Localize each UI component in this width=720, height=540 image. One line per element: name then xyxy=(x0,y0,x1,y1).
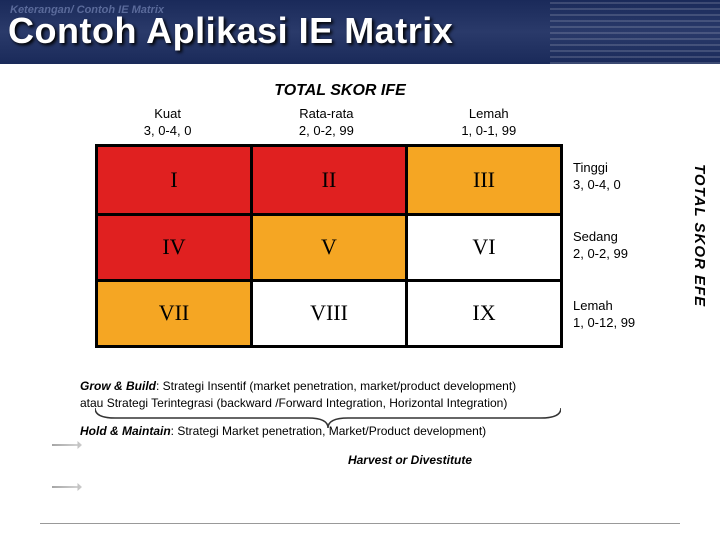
row-label-1: Sedang xyxy=(573,229,635,246)
col-label-1: Rata-rata xyxy=(299,106,354,123)
row-range-2: 1, 0-12, 99 xyxy=(573,315,635,332)
col-header-2: Lemah 1, 0-1, 99 xyxy=(461,106,516,140)
col-header-0: Kuat 3, 0-4, 0 xyxy=(144,106,192,140)
row-label-0: Tinggi xyxy=(573,160,635,177)
arrow-icon xyxy=(52,444,82,446)
matrix-cell: I xyxy=(98,147,250,213)
col-label-2: Lemah xyxy=(461,106,516,123)
strategy-harvest: Harvest or Divestitute xyxy=(140,452,680,469)
matrix-row: VIIVIIIIX xyxy=(98,279,560,345)
matrix-row: IVVVI xyxy=(98,213,560,279)
row-label-2: Lemah xyxy=(573,298,635,315)
row-range-1: 2, 0-2, 99 xyxy=(573,246,635,263)
matrix-cell: III xyxy=(405,147,560,213)
header: Keterangan/ Contoh IE Matrix Contoh Apli… xyxy=(0,0,720,64)
strategy-grow-build: Grow & Build: Strategi Insentif (market … xyxy=(80,378,680,412)
header-pattern xyxy=(550,0,720,64)
row-header-1: Sedang 2, 0-2, 99 xyxy=(573,213,635,279)
matrix-wrap: IIIIIIIVVVIVIIVIIIIX Tinggi 3, 0-4, 0 Se… xyxy=(40,144,680,348)
footer-divider xyxy=(40,523,680,524)
row-range-0: 3, 0-4, 0 xyxy=(573,177,635,194)
content: TOTAL SKOR IFE Kuat 3, 0-4, 0 Rata-rata … xyxy=(0,64,720,469)
matrix-cell: VI xyxy=(405,216,560,279)
grow-build-label: Grow & Build xyxy=(80,379,156,393)
col-label-0: Kuat xyxy=(144,106,192,123)
row-header-0: Tinggi 3, 0-4, 0 xyxy=(573,144,635,210)
small-title: Keterangan/ Contoh IE Matrix xyxy=(10,4,164,16)
matrix-cell: II xyxy=(250,147,405,213)
efe-axis-title: TOTAL SKOR EFE xyxy=(691,164,708,307)
col-range-0: 3, 0-4, 0 xyxy=(144,123,192,140)
matrix-cell: IX xyxy=(405,282,560,345)
matrix-cell: VIII xyxy=(250,282,405,345)
row-labels: Tinggi 3, 0-4, 0 Sedang 2, 0-2, 99 Lemah… xyxy=(573,144,635,348)
col-header-1: Rata-rata 2, 0-2, 99 xyxy=(299,106,354,140)
matrix-cell: V xyxy=(250,216,405,279)
ife-axis-title: TOTAL SKOR IFE xyxy=(0,82,680,100)
matrix-cell: VII xyxy=(98,282,250,345)
arrow-icon xyxy=(52,486,82,488)
brace-icon xyxy=(95,408,561,428)
col-range-2: 1, 0-1, 99 xyxy=(461,123,516,140)
ie-matrix: IIIIIIIVVVIVIIVIIIIX xyxy=(95,144,563,348)
matrix-row: IIIIII xyxy=(98,147,560,213)
row-header-2: Lemah 1, 0-12, 99 xyxy=(573,282,635,348)
column-headers: Kuat 3, 0-4, 0 Rata-rata 2, 0-2, 99 Lema… xyxy=(90,106,570,140)
col-range-1: 2, 0-2, 99 xyxy=(299,123,354,140)
matrix-cell: IV xyxy=(98,216,250,279)
